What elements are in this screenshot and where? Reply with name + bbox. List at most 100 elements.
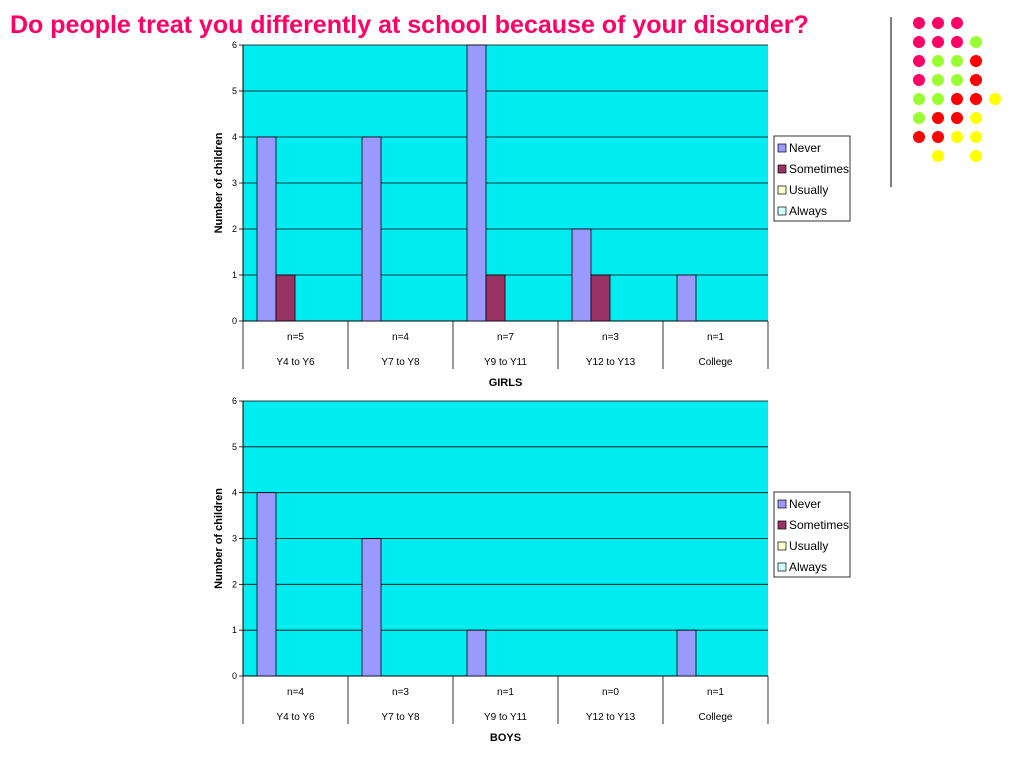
category-label: Y4 to Y6 (276, 712, 315, 723)
y-tick-label: 0 (232, 671, 237, 681)
decorative-dot (932, 55, 944, 67)
legend-label: Sometimes (789, 518, 849, 532)
bar-never (256, 492, 277, 677)
decorative-dot (970, 150, 982, 162)
sample-size-label: n=1 (707, 332, 724, 343)
y-tick-label: 5 (232, 442, 237, 452)
y-tick-label: 2 (232, 224, 237, 234)
y-tick-label: 2 (232, 579, 237, 589)
sample-size-label: n=5 (287, 332, 304, 343)
legend-label: Never (789, 141, 821, 155)
bar-sometimes (590, 274, 611, 322)
y-tick-label: 6 (232, 40, 237, 50)
decorative-dot (932, 112, 944, 124)
sample-size-label: n=1 (497, 687, 514, 698)
bar-never (466, 44, 487, 322)
y-tick-label: 1 (232, 270, 237, 280)
legend-swatch-always (777, 562, 787, 572)
x-axis-title: GIRLS (489, 377, 523, 389)
legend-swatch-sometimes (777, 164, 787, 174)
legend-swatch-usually (777, 541, 787, 551)
sample-size-label: n=7 (497, 332, 514, 343)
legend-swatch-sometimes (777, 520, 787, 530)
sample-size-label: n=3 (602, 332, 619, 343)
decorative-dot (951, 55, 963, 67)
decorative-dot (932, 131, 944, 143)
x-axis-title: BOYS (490, 732, 521, 744)
bar-sometimes (275, 274, 296, 322)
decorative-dot (951, 36, 963, 48)
decorative-dot (932, 93, 944, 105)
decorative-dot (913, 131, 925, 143)
sample-size-label: n=4 (287, 687, 304, 698)
y-tick-label: 1 (232, 625, 237, 635)
legend-label: Usually (789, 539, 828, 553)
decorative-dot (970, 112, 982, 124)
legend-swatch-usually (777, 185, 787, 195)
bar-never (676, 274, 697, 322)
legend-box (773, 491, 851, 578)
chart-boys: 0 1 2 3 4 5 6 n=4 Y4 to Y6 n=3 Y7 to Y8 n=1 Y9 to Y1… (213, 396, 851, 744)
decorative-dot (970, 93, 982, 105)
decorative-dot (951, 17, 963, 29)
category-label: Y12 to Y13 (586, 357, 636, 368)
bar-never (361, 136, 382, 322)
category-label: Y12 to Y13 (586, 712, 636, 723)
bar-never (361, 538, 382, 677)
category-label: College (699, 357, 733, 368)
decorative-dot (989, 93, 1001, 105)
category-label: Y7 to Y8 (381, 357, 420, 368)
legend-label: Always (789, 204, 827, 218)
decorative-dot (970, 74, 982, 86)
decorative-dot (951, 131, 963, 143)
category-label: Y4 to Y6 (276, 357, 315, 368)
legend-label: Always (789, 560, 827, 574)
category-label: Y7 to Y8 (381, 712, 420, 723)
y-tick-label: 4 (232, 132, 237, 142)
decorative-dot (913, 112, 925, 124)
sample-size-label: n=1 (707, 687, 724, 698)
legend-label: Never (789, 497, 821, 511)
slide-title: Do people treat you differently at schoo… (10, 11, 809, 39)
y-tick-label: 5 (232, 86, 237, 96)
decorative-dot (932, 74, 944, 86)
decorative-dot (913, 36, 925, 48)
sample-size-label: n=3 (392, 687, 409, 698)
decorative-dot (913, 93, 925, 105)
y-axis-title: Number of children (213, 488, 225, 589)
bar-sometimes (485, 274, 506, 322)
decorative-dot (913, 17, 925, 29)
decorative-dot (970, 131, 982, 143)
sample-size-label: n=0 (602, 687, 619, 698)
category-label: Y9 to Y11 (484, 712, 527, 723)
decorative-dot (913, 74, 925, 86)
decorative-dot (932, 150, 944, 162)
bar-never (571, 228, 592, 322)
legend-swatch-never (777, 143, 787, 153)
decorative-dot (951, 74, 963, 86)
y-tick-label: 3 (232, 534, 237, 544)
decorative-dot (932, 36, 944, 48)
legend-box (773, 135, 851, 222)
decorative-dot (951, 93, 963, 105)
y-tick-label: 4 (232, 488, 237, 498)
y-tick-label: 6 (232, 396, 237, 406)
y-tick-label: 3 (232, 178, 237, 188)
legend-swatch-never (777, 499, 787, 509)
category-label: College (699, 712, 733, 723)
chart-girls: 0 1 2 3 4 5 6 n=5 Y4 to Y6 n=4 Y7 to Y8 n=7 Y9 to Y1… (213, 40, 851, 389)
sample-size-label: n=4 (392, 332, 409, 343)
y-tick-label: 0 (232, 316, 237, 326)
category-label: Y9 to Y11 (484, 357, 527, 368)
decorative-dot (932, 17, 944, 29)
decorative-dot (951, 112, 963, 124)
y-axis-title: Number of children (213, 132, 225, 233)
legend-swatch-always (777, 206, 787, 216)
legend-label: Usually (789, 183, 828, 197)
bar-never (676, 629, 697, 677)
legend-label: Sometimes (789, 162, 849, 176)
bar-never (466, 629, 487, 677)
decorative-dot (970, 55, 982, 67)
bar-never (256, 136, 277, 322)
decorative-dots (890, 17, 1001, 187)
